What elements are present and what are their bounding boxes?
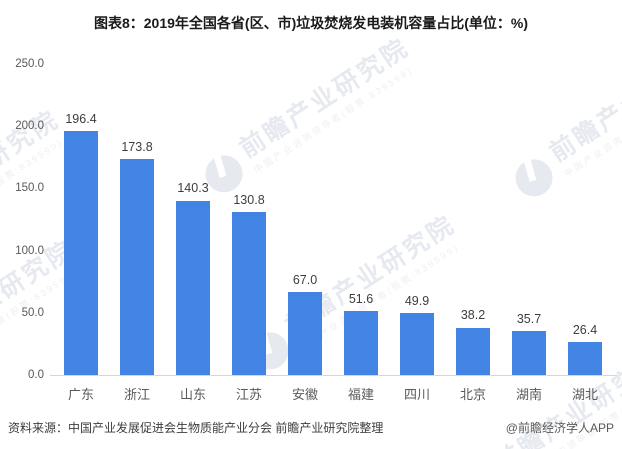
bar	[512, 330, 546, 375]
bar-slot: 49.9 四川	[389, 64, 445, 402]
x-axis-line	[50, 375, 617, 376]
x-tick-label: 北京	[459, 387, 486, 402]
credit-text: @前瞻经济学人APP	[505, 421, 614, 435]
bar-value-label: 130.8	[233, 193, 265, 208]
bar-slot: 38.2 北京	[445, 64, 501, 402]
bar	[344, 310, 378, 375]
bar-slot: 196.4 广东	[53, 64, 109, 402]
y-tick-label: 200.0	[15, 120, 44, 133]
y-tick-label: 100.0	[15, 244, 44, 257]
bar-value-label: 38.2	[460, 308, 486, 323]
x-tick-label: 湖北	[571, 387, 598, 402]
bar	[456, 327, 490, 375]
x-tick-label: 安徽	[291, 387, 318, 402]
bar-value-label: 49.9	[404, 293, 430, 308]
bar-slot: 130.8 江苏	[221, 64, 277, 402]
y-tick-label: 50.0	[21, 306, 44, 319]
footer: 资料来源：中国产业发展促进会生物质能产业分会 前瞻产业研究院整理 @前瞻经济学人…	[8, 419, 614, 436]
bar-value-label: 26.4	[572, 323, 598, 338]
bar-slot: 35.7 湖南	[501, 64, 557, 402]
x-tick-label: 江苏	[235, 387, 262, 402]
bar-value-label: 35.7	[516, 311, 542, 326]
bar	[120, 158, 154, 375]
y-tick-label: 150.0	[15, 182, 44, 195]
bar	[568, 342, 602, 375]
bar	[232, 212, 266, 375]
x-tick-label: 湖南	[515, 387, 542, 402]
bar-slot: 67.0 安徽	[277, 64, 333, 402]
bar	[64, 130, 98, 375]
bar	[176, 200, 210, 375]
bar-value-label: 51.6	[348, 291, 374, 306]
bar-value-label: 173.8	[121, 139, 153, 154]
bar-slot: 140.3 山东	[165, 64, 221, 402]
x-tick-label: 四川	[403, 387, 430, 402]
bar	[288, 291, 322, 375]
plot-area: 196.4 广东 173.8 浙江 140.3 山东 130.8 江苏 67.0 安徽 51.6 福建…	[53, 64, 613, 402]
x-tick-label: 福建	[347, 387, 374, 402]
bar	[400, 312, 434, 375]
x-tick-label: 广东	[67, 387, 94, 402]
bar-value-label: 196.4	[65, 111, 97, 126]
bar-slot: 173.8 浙江	[109, 64, 165, 402]
x-tick-label: 浙江	[123, 387, 150, 402]
bar-slot: 51.6 福建	[333, 64, 389, 402]
source-text: 资料来源：中国产业发展促进会生物质能产业分会 前瞻产业研究院整理	[8, 421, 384, 435]
x-tick-label: 山东	[179, 387, 206, 402]
bar-value-label: 67.0	[292, 272, 318, 287]
bar-slot: 26.4 湖北	[557, 64, 613, 402]
chart-title: 图表8：2019年全国各省(区、市)垃圾焚烧发电装机容量占比(单位：%)	[93, 15, 529, 31]
y-tick-label: 0.0	[28, 369, 44, 381]
y-tick-label: 250.0	[15, 58, 44, 70]
